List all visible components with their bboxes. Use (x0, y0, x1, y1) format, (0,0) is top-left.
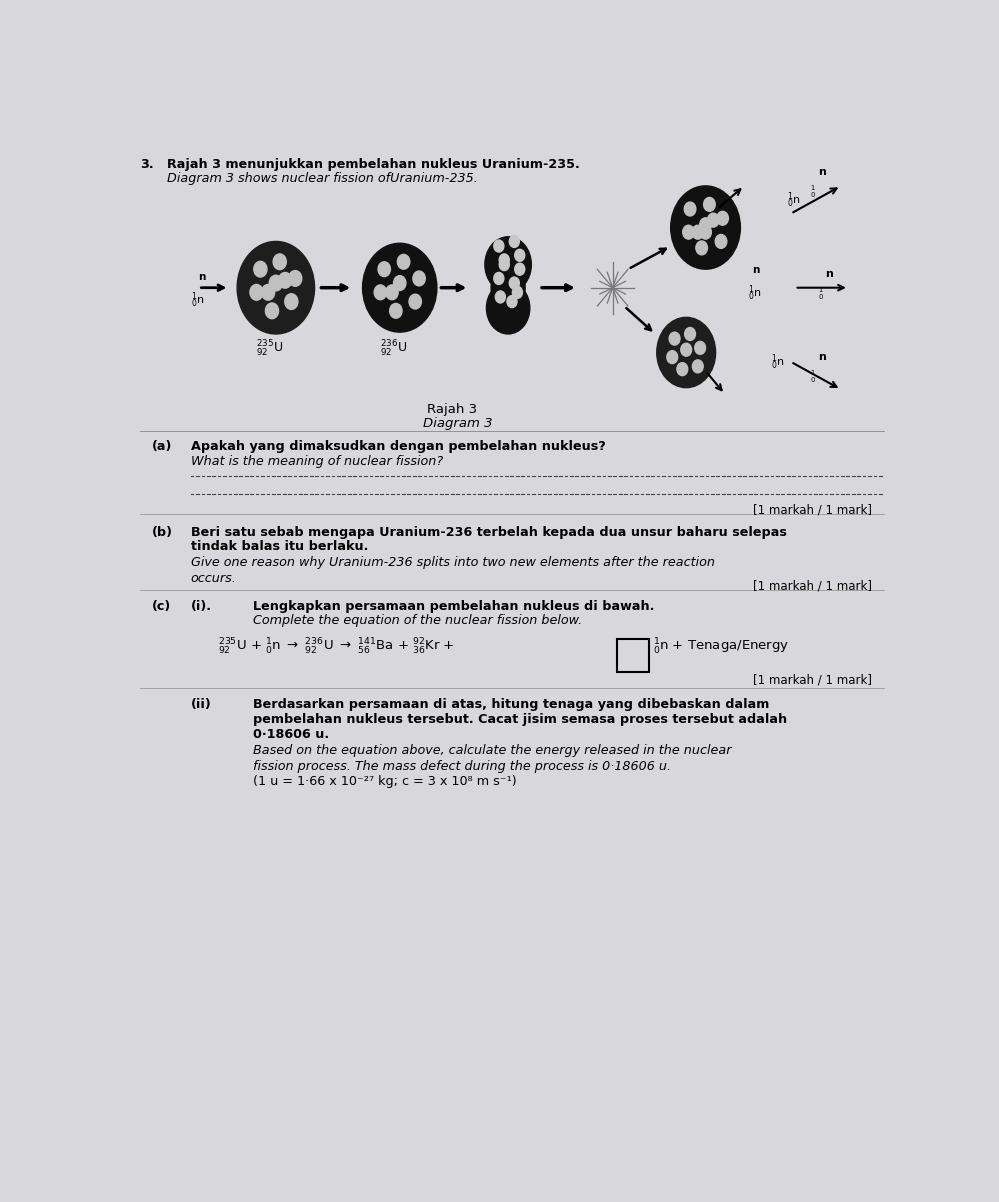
Circle shape (669, 332, 680, 345)
Circle shape (667, 351, 677, 363)
Text: n: n (818, 352, 826, 363)
Circle shape (696, 240, 707, 255)
Circle shape (378, 262, 391, 276)
Circle shape (413, 270, 426, 286)
Text: $^{1}_{0}$: $^{1}_{0}$ (818, 285, 824, 302)
Circle shape (506, 296, 517, 308)
Circle shape (494, 240, 503, 252)
Circle shape (509, 276, 519, 290)
Text: [1 markah / 1 mark]: [1 markah / 1 mark] (753, 673, 872, 686)
Text: Rajah 3: Rajah 3 (427, 404, 477, 416)
Text: tindak balas itu berlaku.: tindak balas itu berlaku. (191, 541, 368, 553)
Text: (a): (a) (152, 440, 173, 453)
Circle shape (699, 218, 711, 232)
Text: Rajah 3 menunjukkan pembelahan nukleus Uranium-235.: Rajah 3 menunjukkan pembelahan nukleus U… (168, 159, 580, 171)
Text: (i).: (i). (191, 600, 212, 613)
Circle shape (509, 236, 519, 248)
Text: [1 markah / 1 mark]: [1 markah / 1 mark] (753, 579, 872, 593)
Circle shape (398, 255, 410, 269)
Text: $^{1}_{0}$: $^{1}_{0}$ (810, 368, 816, 385)
Circle shape (237, 242, 315, 334)
Circle shape (500, 258, 509, 270)
Circle shape (289, 270, 302, 286)
Circle shape (694, 341, 705, 355)
Text: Based on the equation above, calculate the energy released in the nuclear: Based on the equation above, calculate t… (253, 744, 731, 757)
Circle shape (250, 285, 263, 300)
Text: Diagram 3 shows nuclear fission of​Uranium-235.: Diagram 3 shows nuclear fission of​Urani… (168, 172, 479, 185)
Circle shape (656, 317, 715, 388)
Text: Beri satu sebab mengapa Uranium-236 terbelah kepada dua unsur baharu selepas: Beri satu sebab mengapa Uranium-236 terb… (191, 525, 786, 538)
Circle shape (500, 254, 509, 266)
Circle shape (514, 263, 524, 275)
Circle shape (707, 213, 719, 227)
Text: Berdasarkan persamaan di atas, hitung tenaga yang dibebaskan dalam: Berdasarkan persamaan di atas, hitung te… (253, 697, 769, 710)
Text: 3.: 3. (140, 159, 154, 171)
Text: $\mathbf{n}$: $\mathbf{n}$ (752, 264, 760, 274)
Circle shape (254, 261, 267, 276)
Circle shape (512, 286, 522, 298)
Text: $^{1}_{0}$n + Tenaga/Energy: $^{1}_{0}$n + Tenaga/Energy (653, 637, 789, 656)
Circle shape (409, 294, 422, 309)
Text: pembelahan nukleus tersebut. Cacat jisim semasa proses tersebut adalah: pembelahan nukleus tersebut. Cacat jisim… (253, 714, 787, 726)
Text: n: n (818, 167, 826, 178)
Text: (1 u = 1·66 x 10⁻²⁷ kg; c = 3 x 10⁸ m s⁻¹): (1 u = 1·66 x 10⁻²⁷ kg; c = 3 x 10⁸ m s⁻… (253, 774, 516, 787)
Circle shape (273, 254, 287, 269)
Text: $^{1}_{0}$n: $^{1}_{0}$n (771, 352, 785, 373)
Circle shape (375, 285, 387, 299)
Text: (c): (c) (152, 600, 171, 613)
Circle shape (680, 344, 691, 356)
Circle shape (279, 273, 292, 288)
Text: n: n (825, 269, 833, 279)
Text: $^{235}_{92}$U + $^{1}_{0}$n $\rightarrow$ $^{236}_{92}$U $\rightarrow$ $^{141}_: $^{235}_{92}$U + $^{1}_{0}$n $\rightarro… (218, 637, 456, 656)
Circle shape (492, 267, 525, 308)
Circle shape (266, 303, 279, 319)
Text: Apakah yang dimaksudkan dengan pembelahan nukleus?: Apakah yang dimaksudkan dengan pembelaha… (191, 440, 605, 453)
Circle shape (670, 186, 740, 269)
Circle shape (285, 293, 298, 309)
Circle shape (496, 291, 505, 303)
Text: [1 markah / 1 mark]: [1 markah / 1 mark] (753, 504, 872, 517)
Text: occurs.: occurs. (191, 572, 237, 585)
Text: $^{236}_{92}$U: $^{236}_{92}$U (381, 339, 408, 358)
Circle shape (485, 237, 531, 292)
Circle shape (716, 212, 728, 225)
Text: Lengkapkan persamaan pembelahan nukleus di bawah.: Lengkapkan persamaan pembelahan nukleus … (253, 600, 654, 613)
Text: $^{1}_{0}$n: $^{1}_{0}$n (191, 291, 204, 310)
Text: (ii): (ii) (191, 697, 212, 710)
Text: Diagram 3: Diagram 3 (423, 417, 493, 430)
Circle shape (394, 275, 406, 291)
Circle shape (487, 282, 529, 334)
Text: Give one reason why Uranium-236 splits into two new elements after the reaction: Give one reason why Uranium-236 splits i… (191, 557, 714, 569)
Circle shape (390, 303, 402, 319)
Text: 0·18606 u.: 0·18606 u. (253, 728, 329, 742)
Circle shape (699, 225, 711, 239)
Circle shape (682, 225, 694, 239)
Circle shape (270, 275, 283, 291)
Text: $^{235}_{92}$U: $^{235}_{92}$U (257, 339, 284, 358)
Circle shape (703, 197, 715, 212)
Bar (616, 639, 649, 672)
Circle shape (692, 225, 703, 239)
Circle shape (386, 285, 399, 299)
Text: Complete the equation of the nuclear fission below.: Complete the equation of the nuclear fis… (253, 614, 581, 627)
Text: What is the meaning of nuclear fission?: What is the meaning of nuclear fission? (191, 456, 443, 469)
Circle shape (363, 243, 437, 332)
Circle shape (684, 202, 696, 216)
Text: $^{1}_{0}$n: $^{1}_{0}$n (748, 284, 761, 303)
Circle shape (684, 327, 695, 340)
Text: (b): (b) (152, 525, 173, 538)
Circle shape (677, 363, 687, 376)
Text: $^{1}_{0}$n: $^{1}_{0}$n (787, 190, 800, 210)
Circle shape (692, 359, 703, 373)
Text: $^{1}_{0}$: $^{1}_{0}$ (810, 183, 816, 200)
Text: n: n (199, 272, 206, 282)
Circle shape (715, 234, 727, 249)
Circle shape (514, 249, 524, 261)
Circle shape (262, 285, 275, 300)
Circle shape (494, 273, 503, 285)
Text: fission process. The mass defect during the process is 0·18606 u.: fission process. The mass defect during … (253, 760, 670, 773)
